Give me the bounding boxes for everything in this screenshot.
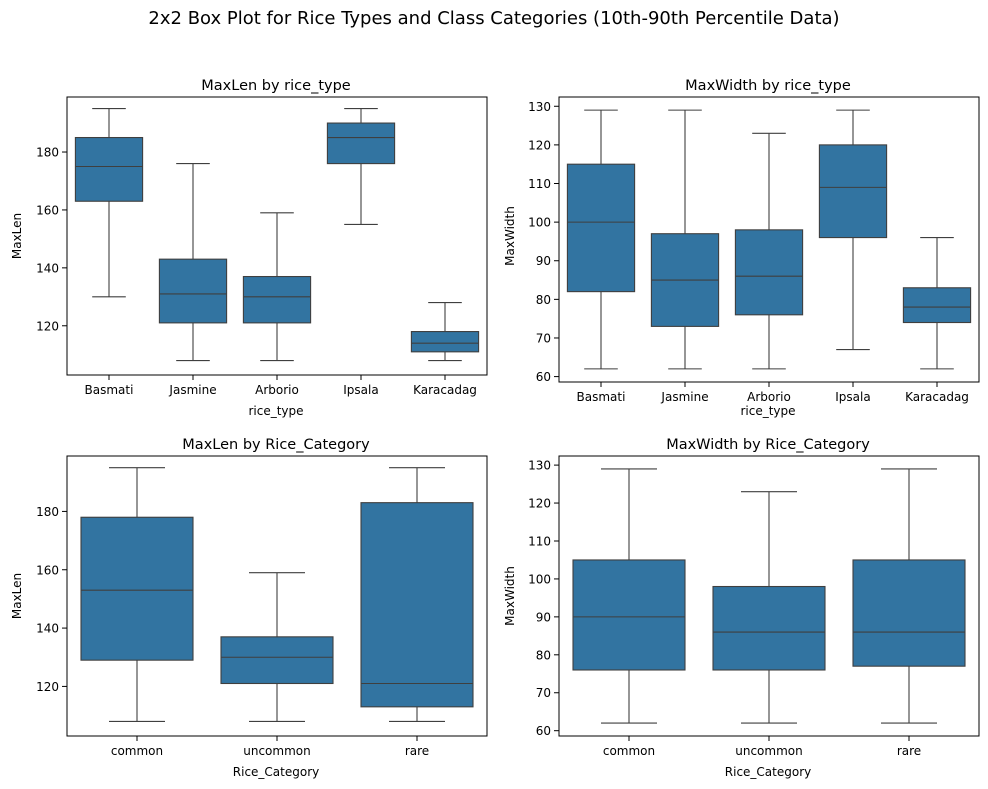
x-tick-label: Jasmine bbox=[168, 383, 216, 397]
box-karacadag bbox=[410, 302, 480, 362]
y-tick-label: 60 bbox=[536, 724, 551, 738]
box-arborio bbox=[734, 132, 804, 370]
box-rare bbox=[852, 468, 966, 724]
iqr-box bbox=[566, 163, 636, 293]
y-tick-label: 120 bbox=[528, 497, 551, 511]
x-tick-label: Ipsala bbox=[343, 383, 378, 397]
y-tick-label: 100 bbox=[528, 216, 551, 230]
y-tick-label: 130 bbox=[528, 459, 551, 473]
iqr-box bbox=[902, 287, 972, 324]
iqr-box bbox=[80, 516, 194, 661]
y-tick-label: 90 bbox=[536, 254, 551, 268]
iqr-box bbox=[326, 122, 396, 165]
box-jasmine bbox=[650, 109, 720, 370]
subplot-title: MaxWidth by rice_type bbox=[685, 78, 851, 94]
box-ipsala bbox=[818, 109, 888, 351]
iqr-box bbox=[712, 585, 826, 671]
y-tick-label: 80 bbox=[536, 648, 551, 662]
x-tick-label: Arborio bbox=[255, 383, 299, 397]
box-common bbox=[80, 467, 194, 722]
y-tick-label: 110 bbox=[528, 534, 551, 548]
box-basmati bbox=[74, 108, 144, 298]
x-axis-label: Rice_Category bbox=[725, 765, 811, 779]
iqr-box bbox=[852, 559, 966, 667]
y-tick-label: 70 bbox=[536, 331, 551, 345]
x-tick-label: Karacadag bbox=[905, 390, 969, 404]
y-tick-label: 140 bbox=[36, 261, 59, 275]
x-tick-label: uncommon bbox=[735, 744, 802, 758]
y-tick-label: 160 bbox=[36, 203, 59, 217]
x-axis-label: Rice_Category bbox=[233, 765, 319, 779]
box-arborio bbox=[242, 212, 312, 362]
x-tick-label: common bbox=[111, 744, 163, 758]
y-tick-label: 180 bbox=[36, 505, 59, 519]
x-tick-label: Karacadag bbox=[413, 383, 477, 397]
iqr-box bbox=[74, 136, 144, 202]
y-tick-label: 160 bbox=[36, 563, 59, 577]
y-tick-label: 120 bbox=[528, 138, 551, 152]
box-jasmine bbox=[158, 163, 228, 362]
x-tick-label: rare bbox=[405, 744, 429, 758]
iqr-box bbox=[242, 275, 312, 324]
box-basmati bbox=[566, 109, 636, 370]
subplot-title: MaxLen by Rice_Category bbox=[182, 437, 370, 453]
iqr-box bbox=[734, 229, 804, 316]
y-tick-label: 130 bbox=[528, 100, 551, 114]
y-tick-label: 70 bbox=[536, 686, 551, 700]
x-axis-label: rice_type bbox=[248, 404, 303, 418]
box-karacadag bbox=[902, 237, 972, 370]
subplot-maxlen-by-rice-category: MaxLen by Rice_Category Rice_Category Ma… bbox=[10, 437, 488, 779]
y-axis-label: MaxWidth bbox=[503, 206, 517, 266]
box-uncommon bbox=[712, 491, 826, 724]
x-tick-label: Basmati bbox=[85, 383, 134, 397]
iqr-box bbox=[220, 636, 334, 685]
x-tick-label: uncommon bbox=[243, 744, 310, 758]
y-tick-label: 90 bbox=[536, 610, 551, 624]
box-ipsala bbox=[326, 108, 396, 225]
x-tick-label: Arborio bbox=[747, 390, 791, 404]
y-tick-label: 180 bbox=[36, 146, 59, 160]
x-tick-label: rare bbox=[897, 744, 921, 758]
iqr-box bbox=[410, 331, 480, 353]
y-tick-label: 110 bbox=[528, 177, 551, 191]
y-axis-label: MaxLen bbox=[10, 213, 24, 259]
box-uncommon bbox=[220, 572, 334, 722]
y-tick-label: 140 bbox=[36, 622, 59, 636]
y-axis-label: MaxLen bbox=[10, 573, 24, 619]
subplot-maxlen-by-rice-type: MaxLen by rice_type rice_type MaxLen 120… bbox=[10, 78, 488, 418]
subplot-title: MaxWidth by Rice_Category bbox=[666, 437, 870, 453]
y-tick-label: 120 bbox=[36, 680, 59, 694]
x-tick-label: Ipsala bbox=[835, 390, 870, 404]
subplot-title: MaxLen by rice_type bbox=[201, 78, 351, 94]
iqr-box bbox=[360, 502, 474, 708]
box-rare bbox=[360, 467, 474, 722]
iqr-box bbox=[158, 258, 228, 324]
y-tick-label: 120 bbox=[36, 319, 59, 333]
subplot-maxwidth-by-rice-category: MaxWidth by Rice_Category Rice_Category … bbox=[503, 437, 980, 779]
x-tick-label: Basmati bbox=[577, 390, 626, 404]
y-tick-label: 60 bbox=[536, 370, 551, 384]
x-tick-label: Jasmine bbox=[660, 390, 708, 404]
subplot-maxwidth-by-rice-type: MaxWidth by rice_type rice_type MaxWidth… bbox=[503, 78, 980, 418]
iqr-box bbox=[818, 144, 888, 239]
y-tick-label: 80 bbox=[536, 293, 551, 307]
y-tick-label: 100 bbox=[528, 572, 551, 586]
figure-title: 2x2 Box Plot for Rice Types and Class Ca… bbox=[148, 8, 839, 29]
y-axis-label: MaxWidth bbox=[503, 566, 517, 626]
box-common bbox=[572, 468, 686, 724]
x-tick-label: common bbox=[603, 744, 655, 758]
iqr-box bbox=[572, 559, 686, 671]
x-axis-label: rice_type bbox=[740, 404, 795, 418]
